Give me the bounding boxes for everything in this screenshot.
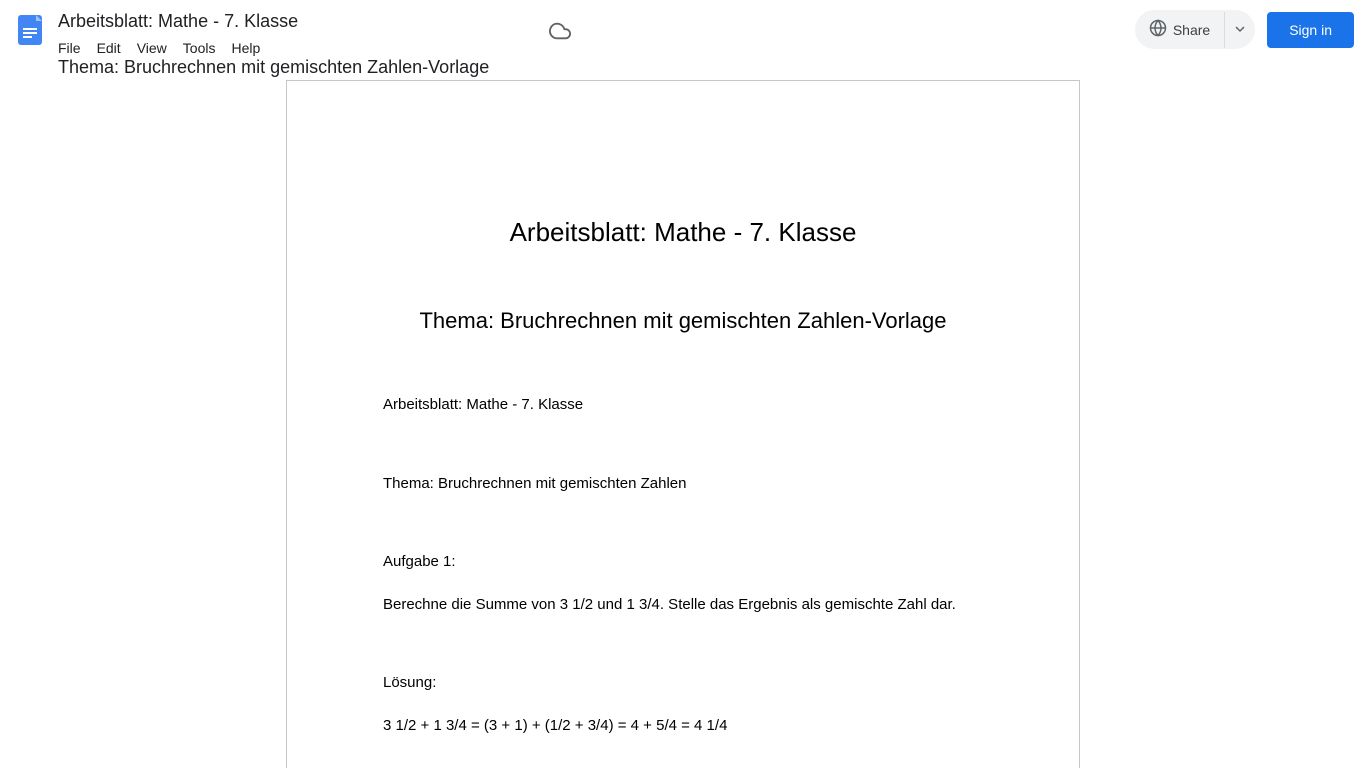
document-title[interactable]: Arbeitsblatt: Mathe - 7. Klasse bbox=[58, 8, 298, 34]
doc-heading-2: Thema: Bruchrechnen mit gemischten Zahle… bbox=[383, 308, 983, 334]
menu-help[interactable]: Help bbox=[224, 36, 267, 60]
menu-edit[interactable]: Edit bbox=[90, 36, 128, 60]
menu-bar: File Edit View Tools Help bbox=[58, 36, 298, 60]
share-label: Share bbox=[1173, 22, 1210, 38]
doc-paragraph: Berechne die Summe von 3 1/2 und 1 3/4. … bbox=[383, 594, 983, 617]
doc-paragraph: Lösung: bbox=[383, 672, 983, 695]
doc-paragraph: Thema: Bruchrechnen mit gemischten Zahle… bbox=[383, 473, 983, 496]
title-menu-block: Arbeitsblatt: Mathe - 7. Klasse File Edi… bbox=[58, 8, 298, 60]
menu-file[interactable]: File bbox=[58, 36, 88, 60]
app-header: Arbeitsblatt: Mathe - 7. Klasse File Edi… bbox=[0, 0, 1366, 64]
share-button-group: Share bbox=[1135, 10, 1255, 49]
document-page[interactable]: Arbeitsblatt: Mathe - 7. Klasse Thema: B… bbox=[286, 80, 1080, 768]
chevron-down-icon bbox=[1235, 21, 1245, 39]
share-button[interactable]: Share bbox=[1135, 10, 1224, 49]
header-actions: Share Sign in bbox=[1135, 10, 1354, 49]
docs-logo-icon[interactable] bbox=[12, 12, 48, 48]
menu-view[interactable]: View bbox=[130, 36, 174, 60]
share-dropdown-button[interactable] bbox=[1224, 12, 1255, 48]
doc-paragraph: Aufgabe 1: bbox=[383, 551, 983, 574]
menu-tools[interactable]: Tools bbox=[176, 36, 223, 60]
cloud-saved-icon[interactable] bbox=[549, 20, 571, 47]
signin-button[interactable]: Sign in bbox=[1267, 12, 1354, 48]
document-canvas: Arbeitsblatt: Mathe - 7. Klasse Thema: B… bbox=[0, 80, 1366, 768]
globe-icon bbox=[1149, 19, 1167, 40]
doc-paragraph: Arbeitsblatt: Mathe - 7. Klasse bbox=[383, 394, 983, 417]
doc-paragraph: 3 1/2 + 1 3/4 = (3 + 1) + (1/2 + 3/4) = … bbox=[383, 715, 983, 738]
doc-heading-1: Arbeitsblatt: Mathe - 7. Klasse bbox=[383, 217, 983, 248]
